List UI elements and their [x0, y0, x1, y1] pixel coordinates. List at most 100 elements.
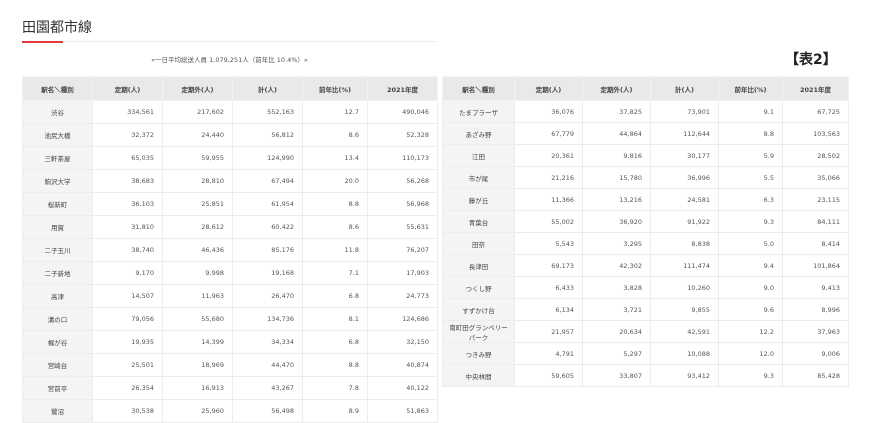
cell-value: 85,428	[782, 364, 849, 387]
cell-value: 36,103	[92, 192, 163, 216]
cell-value: 111,474	[650, 254, 719, 277]
column-header: 2021年度	[782, 76, 849, 101]
column-header: 定期(人)	[514, 76, 583, 101]
cell-value: 55,631	[367, 215, 438, 239]
column-header: 計(人)	[650, 76, 719, 101]
table-row: あざみ野 67,779 44,864 112,644 8.8 103,563	[442, 122, 849, 145]
table2-label: 【表2】	[785, 52, 837, 68]
column-header: 定期(人)	[92, 76, 163, 101]
cell-value: 9,413	[782, 276, 849, 299]
cell-value: 6.8	[302, 284, 368, 308]
cell-value: 28,502	[782, 144, 849, 167]
cell-value: 15,780	[582, 166, 651, 189]
cell-value: 490,046	[367, 100, 438, 124]
cell-value: 9.6	[718, 298, 783, 321]
cell-value: 36,920	[582, 210, 651, 233]
cell-value: 14,507	[92, 284, 163, 308]
station-name: つくし野	[442, 276, 515, 299]
cell-value: 28,810	[162, 169, 233, 193]
table-row: 二子玉川 38,740 46,436 85,176 11.8 76,207	[22, 238, 438, 262]
cell-value: 26,470	[232, 284, 303, 308]
table-row: 池尻大橋 32,372 24,440 56,812 8.6 52,328	[22, 123, 438, 147]
table-row: 鷺沼 30,538 25,960 56,498 8.9 51,863	[22, 399, 438, 423]
column-header: 駅名＼種別	[442, 76, 515, 101]
station-name: 南町田グランベリーパーク	[442, 320, 515, 343]
cell-value: 20.0	[302, 169, 368, 193]
table-row: 南町田グランベリーパーク 21,957 20,634 42,591 12.2 37,963	[442, 320, 849, 343]
cell-value: 217,602	[162, 100, 233, 124]
cell-value: 6.3	[718, 188, 783, 211]
cell-value: 8.9	[302, 399, 368, 423]
cell-value: 59,955	[162, 146, 233, 170]
cell-value: 18,969	[162, 353, 233, 377]
cell-value: 103,563	[782, 122, 849, 145]
table-row: 田奈 5,543 3,295 8,838 5.0 8,414	[442, 232, 849, 255]
cell-value: 33,807	[582, 364, 651, 387]
cell-value: 9.3	[718, 210, 783, 233]
cell-value: 42,591	[650, 320, 719, 343]
cell-value: 8,838	[650, 232, 719, 255]
station-name: 三軒茶屋	[22, 146, 93, 170]
table-row: 中央林間 59,605 33,807 93,412 9.3 85,428	[442, 364, 849, 387]
station-name: 藤が丘	[442, 188, 515, 211]
station-name: 高津	[22, 284, 93, 308]
cell-value: 6,433	[514, 276, 583, 299]
table-row: 溝の口 79,056 55,680 134,736 8.1 124,686	[22, 307, 438, 331]
cell-value: 60,422	[232, 215, 303, 239]
station-name: 二子新地	[22, 261, 93, 285]
cell-value: 9.3	[718, 364, 783, 387]
cell-value: 73,901	[650, 100, 719, 123]
cell-value: 55,002	[514, 210, 583, 233]
cell-value: 11.8	[302, 238, 368, 262]
cell-value: 20,634	[582, 320, 651, 343]
cell-value: 5,297	[582, 342, 651, 365]
station-name: 溝の口	[22, 307, 93, 331]
cell-value: 4,791	[514, 342, 583, 365]
daily-ridership-summary: «一日平均総送人員 1,079,251人（前年比 10.4%）»	[151, 56, 308, 64]
cell-value: 3,828	[582, 276, 651, 299]
cell-value: 110,173	[367, 146, 438, 170]
cell-value: 67,725	[782, 100, 849, 123]
cell-value: 84,111	[782, 210, 849, 233]
station-name: 鷺沼	[22, 399, 93, 423]
cell-value: 5.0	[718, 232, 783, 255]
title-divider	[22, 41, 437, 42]
cell-value: 12.7	[302, 100, 368, 124]
cell-value: 20,361	[514, 144, 583, 167]
table-row: 藤が丘 11,366 13,216 24,581 6.3 23,115	[442, 188, 849, 211]
cell-value: 9,998	[162, 261, 233, 285]
cell-value: 12.2	[718, 320, 783, 343]
cell-value: 32,372	[92, 123, 163, 147]
table-row: たまプラーザ 36,076 37,825 73,901 9.1 67,725	[442, 100, 849, 123]
station-name: 宮前平	[22, 376, 93, 400]
cell-value: 9.1	[718, 100, 783, 123]
cell-value: 59,605	[514, 364, 583, 387]
cell-value: 79,056	[92, 307, 163, 331]
cell-value: 40,122	[367, 376, 438, 400]
station-name: 田奈	[442, 232, 515, 255]
cell-value: 5.9	[718, 144, 783, 167]
station-name: たまプラーザ	[442, 100, 515, 123]
cell-value: 76,207	[367, 238, 438, 262]
station-name: 桜新町	[22, 192, 93, 216]
cell-value: 31,810	[92, 215, 163, 239]
cell-value: 3,721	[582, 298, 651, 321]
table-row: 梶が谷 19,935 14,399 34,334 6.8 32,150	[22, 330, 438, 354]
cell-value: 3,295	[582, 232, 651, 255]
cell-value: 44,470	[232, 353, 303, 377]
cell-value: 24,773	[367, 284, 438, 308]
table-row: 青葉台 55,002 36,920 91,922 9.3 84,111	[442, 210, 849, 233]
cell-value: 8.8	[718, 122, 783, 145]
cell-value: 25,960	[162, 399, 233, 423]
cell-value: 25,501	[92, 353, 163, 377]
table-row: 高津 14,507 11,963 26,470 6.8 24,773	[22, 284, 438, 308]
column-header: 駅名＼種別	[22, 76, 93, 101]
cell-value: 10,088	[650, 342, 719, 365]
cell-value: 6,134	[514, 298, 583, 321]
table-row: 渋谷 334,561 217,602 552,163 12.7 490,046	[22, 100, 438, 124]
table-row: 江田 20,361 9,816 30,177 5.9 28,502	[442, 144, 849, 167]
cell-value: 19,168	[232, 261, 303, 285]
table-row: 桜新町 36,103 25,851 61,954 8.8 56,968	[22, 192, 438, 216]
cell-value: 8.1	[302, 307, 368, 331]
column-header: 定期外(人)	[582, 76, 651, 101]
